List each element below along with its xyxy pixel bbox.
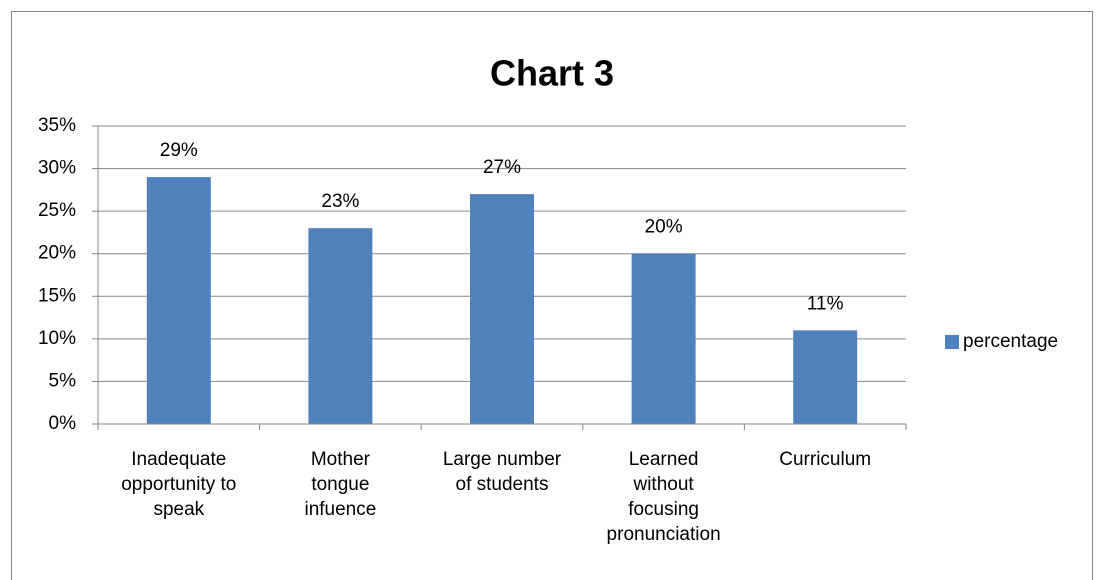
data-label: 11% [807, 293, 844, 314]
data-label: 20% [645, 217, 683, 238]
legend-swatch [945, 335, 959, 349]
data-label: 23% [321, 191, 359, 212]
bar [631, 253, 696, 424]
bar [308, 228, 373, 424]
chart-title: Chart 3 [490, 53, 614, 94]
y-tick-label: 20% [38, 243, 76, 264]
x-tick-label: Inadequate opportunity to speak [121, 449, 236, 520]
x-tick-label: Learned without focusing pronunciation [607, 449, 721, 545]
bar [470, 194, 534, 424]
y-tick-label: 25% [38, 200, 76, 221]
y-tick-label: 35% [38, 115, 76, 136]
data-label: 29% [160, 140, 198, 161]
x-tick-label: Curriculum [779, 449, 871, 470]
bar [146, 177, 211, 424]
x-tick-label: Large number of students [443, 449, 562, 495]
y-tick-label: 0% [49, 413, 77, 434]
bar [793, 330, 858, 424]
legend-label: percentage [963, 331, 1058, 352]
data-label: 27% [483, 157, 521, 178]
x-tick-label: Mother tongue infuence [304, 449, 376, 520]
y-tick-label: 15% [38, 285, 76, 306]
y-tick-label: 10% [38, 328, 76, 349]
y-tick-label: 30% [38, 158, 76, 179]
y-tick-label: 5% [49, 370, 77, 391]
